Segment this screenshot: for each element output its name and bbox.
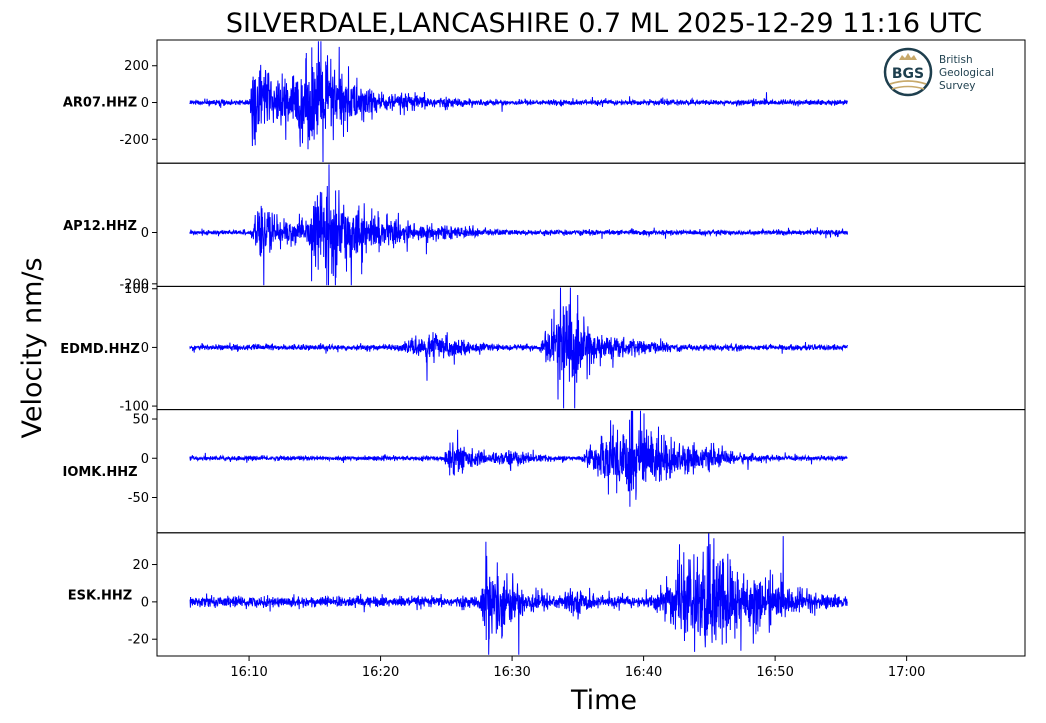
logo-line-3: Survey bbox=[939, 80, 976, 92]
panel-ar07-hhz: 200 0 -200 AR07.HHZ bbox=[63, 39, 1026, 164]
x-tick-label: 16:30 bbox=[493, 665, 530, 680]
waveform-trace bbox=[189, 533, 848, 655]
logo-line-2: Geological bbox=[939, 67, 994, 79]
logo-abbr: BGS bbox=[892, 66, 924, 82]
y-tick-label: 0 bbox=[141, 341, 149, 356]
x-tick-label: 16:20 bbox=[362, 665, 399, 680]
x-tick-label: 16:40 bbox=[625, 665, 662, 680]
y-tick-label: -200 bbox=[119, 277, 149, 292]
station-label: AR07.HHZ bbox=[63, 96, 137, 111]
y-tick-label: 20 bbox=[132, 558, 149, 573]
x-tick-label: 17:00 bbox=[888, 665, 925, 680]
waveform-trace bbox=[189, 164, 848, 286]
y-axis-label: Velocity nm/s bbox=[17, 257, 48, 438]
panel-edmd-hhz: 100 0 -100 EDMD.HHZ bbox=[60, 282, 1026, 415]
y-tick-label: -20 bbox=[128, 633, 149, 648]
y-tick-label: 0 bbox=[141, 452, 149, 467]
waveform-trace bbox=[189, 287, 848, 409]
y-tick-label: 0 bbox=[141, 595, 149, 610]
crown-icon bbox=[899, 53, 917, 60]
y-tick-label: 0 bbox=[141, 226, 149, 241]
waveform-trace bbox=[189, 410, 848, 507]
logo-wave-2 bbox=[891, 85, 925, 90]
panel-frame bbox=[156, 532, 1026, 657]
waveform-trace bbox=[189, 41, 848, 163]
y-tick-label: -50 bbox=[128, 491, 149, 506]
bgs-logo: BGS British Geological Survey bbox=[883, 47, 994, 97]
panel-ap12-hhz: 0 -200 AP12.HHZ bbox=[63, 162, 1026, 292]
chart-title: SILVERDALE,LANCASHIRE 0.7 ML 2025-12-29 … bbox=[226, 8, 982, 39]
panel-esk-hhz: 20 0 -20 ESK.HHZ bbox=[68, 532, 1026, 657]
x-tick-label: 16:50 bbox=[756, 665, 793, 680]
panels: 2000-200AR07.HHZ0-200AP12.HHZ1000-100EDM… bbox=[60, 39, 1026, 657]
panel-iomk-hhz: 50 0 -50 IOMK.HHZ bbox=[62, 409, 1026, 534]
logo-ring bbox=[883, 47, 933, 97]
y-tick-label: 100 bbox=[124, 282, 149, 297]
logo-wave bbox=[889, 80, 927, 85]
logo-line-1: British bbox=[939, 54, 973, 66]
station-label: AP12.HHZ bbox=[63, 219, 137, 234]
station-label: EDMD.HHZ bbox=[60, 342, 140, 357]
y-tick-label: -200 bbox=[119, 133, 149, 148]
station-label: IOMK.HHZ bbox=[62, 465, 137, 480]
station-label: ESK.HHZ bbox=[68, 588, 132, 603]
y-tick-label: 0 bbox=[141, 96, 149, 111]
panel-frame bbox=[156, 409, 1026, 534]
y-tick-label: -100 bbox=[119, 400, 149, 415]
y-tick-label: 50 bbox=[132, 413, 149, 428]
x-axis-label: Time bbox=[570, 685, 637, 716]
x-tick-label: 16:10 bbox=[230, 665, 267, 680]
x-axis: 16:10 16:20 16:30 16:40 16:50 17:00 bbox=[230, 656, 925, 680]
y-tick-label: 200 bbox=[124, 59, 149, 74]
